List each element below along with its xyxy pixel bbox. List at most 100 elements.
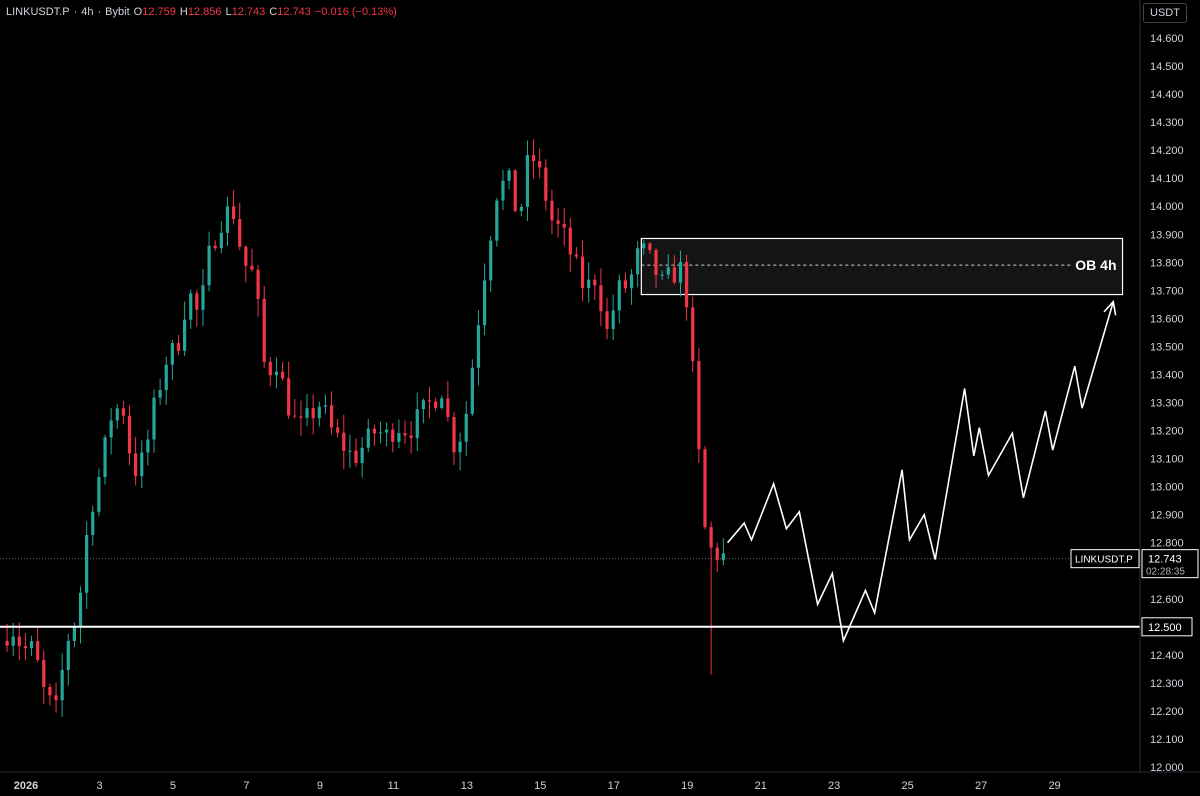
candle-body bbox=[660, 274, 664, 276]
candle-body bbox=[317, 406, 321, 419]
projection-zigzag[interactable] bbox=[726, 301, 1115, 644]
legend-high: H12.856 bbox=[180, 6, 222, 18]
candle-body bbox=[562, 223, 566, 228]
candle-body bbox=[109, 420, 113, 438]
order-block-label: OB 4h bbox=[1075, 257, 1116, 273]
candle-body bbox=[666, 267, 670, 275]
candle-body bbox=[556, 220, 560, 224]
candle-body bbox=[507, 170, 511, 181]
candle-body bbox=[458, 441, 462, 453]
candle-body bbox=[329, 405, 334, 428]
candle-body bbox=[17, 636, 21, 647]
order-block-rect[interactable] bbox=[640, 237, 1124, 296]
candle-body bbox=[60, 670, 64, 701]
candle-body bbox=[299, 416, 303, 418]
time-tick-label: 29 bbox=[1048, 780, 1060, 792]
candle-body bbox=[305, 408, 309, 418]
symbol-tag-label: LINKUSDT.P bbox=[1075, 555, 1133, 566]
price-tick-label: 12.800 bbox=[1150, 538, 1184, 550]
candle-body bbox=[323, 405, 328, 407]
low-value: 12.743 bbox=[231, 6, 266, 18]
time-tick-label: 3 bbox=[96, 780, 102, 792]
candle-body bbox=[593, 279, 597, 286]
currency-button[interactable]: USDT bbox=[1143, 3, 1187, 23]
legend-timeframe[interactable]: 4h bbox=[81, 6, 94, 18]
legend-open: O12.759 bbox=[134, 6, 176, 18]
close-label: C bbox=[269, 6, 278, 18]
candle-body bbox=[293, 415, 297, 417]
price-tick-label: 13.700 bbox=[1150, 285, 1184, 297]
legend-sep-1: · bbox=[73, 6, 78, 18]
candle-body bbox=[691, 307, 695, 362]
price-tick-label: 13.200 bbox=[1150, 426, 1184, 438]
candle-body bbox=[195, 293, 199, 310]
candle-body bbox=[538, 161, 542, 168]
candle-body bbox=[85, 535, 89, 593]
candle-body bbox=[654, 250, 658, 275]
symbol-tag bbox=[1070, 549, 1140, 569]
candle-body bbox=[36, 641, 40, 660]
candle-body bbox=[476, 325, 481, 368]
candle-body bbox=[201, 285, 205, 310]
bar-countdown-label: 02:28:35 bbox=[1146, 567, 1185, 578]
order-block-zone[interactable]: OB 4h bbox=[640, 237, 1124, 296]
candle-body bbox=[482, 280, 487, 326]
current-price-tag bbox=[1141, 549, 1199, 579]
legend-symbol[interactable]: LINKUSDT.P bbox=[6, 6, 70, 18]
candle-body bbox=[207, 245, 211, 286]
candle-body bbox=[446, 398, 450, 417]
price-tick-label: 14.400 bbox=[1150, 89, 1184, 101]
candle-body bbox=[525, 155, 530, 207]
candle-body bbox=[427, 400, 432, 402]
candle-body bbox=[672, 267, 676, 283]
candle-body bbox=[623, 280, 628, 289]
projection-path[interactable] bbox=[726, 299, 1117, 644]
current-price-label: 12.743 bbox=[1148, 554, 1182, 566]
candle-body bbox=[378, 432, 383, 434]
time-tick-label: 25 bbox=[902, 780, 914, 792]
candle-body bbox=[5, 640, 9, 646]
time-tick-label: 2026 bbox=[14, 780, 38, 792]
candle-body bbox=[311, 408, 315, 419]
candle-body bbox=[23, 646, 28, 649]
price-tick-label: 12.400 bbox=[1150, 650, 1184, 662]
candle-body bbox=[629, 274, 634, 289]
price-tick-label: 13.100 bbox=[1150, 454, 1184, 466]
price-tick-label: 14.500 bbox=[1150, 61, 1184, 73]
candle-body bbox=[280, 371, 285, 379]
candle-body bbox=[403, 433, 407, 436]
candle-body bbox=[721, 553, 725, 561]
candle-body bbox=[48, 686, 52, 696]
candle-body bbox=[678, 261, 683, 283]
candle-body bbox=[115, 408, 119, 421]
candle-body bbox=[440, 398, 444, 408]
candle-body bbox=[434, 401, 438, 408]
high-label: H bbox=[179, 6, 188, 18]
time-tick-label: 17 bbox=[608, 780, 620, 792]
candle-body bbox=[642, 243, 646, 249]
price-tick-label: 12.300 bbox=[1150, 678, 1184, 690]
candle-body bbox=[550, 200, 554, 221]
candle-body bbox=[648, 243, 652, 251]
support-price-tag bbox=[1141, 617, 1193, 637]
candle-body bbox=[599, 285, 603, 312]
candle-body bbox=[54, 695, 58, 701]
candle-body bbox=[715, 547, 719, 561]
candle-body bbox=[342, 432, 346, 451]
candle-body bbox=[568, 227, 572, 255]
candle-body bbox=[140, 452, 144, 477]
candle-body bbox=[501, 180, 505, 201]
projection-arrowhead bbox=[1103, 299, 1117, 316]
candle-body bbox=[134, 453, 138, 477]
candle-body bbox=[409, 435, 413, 439]
time-tick-label: 19 bbox=[681, 780, 693, 792]
candle-body bbox=[158, 390, 162, 398]
candle-body bbox=[213, 245, 217, 249]
candle-body bbox=[97, 477, 101, 512]
time-tick-label: 27 bbox=[975, 780, 987, 792]
candle-body bbox=[103, 437, 107, 478]
time-axis[interactable]: 2026 3 5 7 9 11 13 15 17 19 21 23 25 27 29 bbox=[0, 771, 1200, 792]
candle-body bbox=[372, 428, 376, 434]
